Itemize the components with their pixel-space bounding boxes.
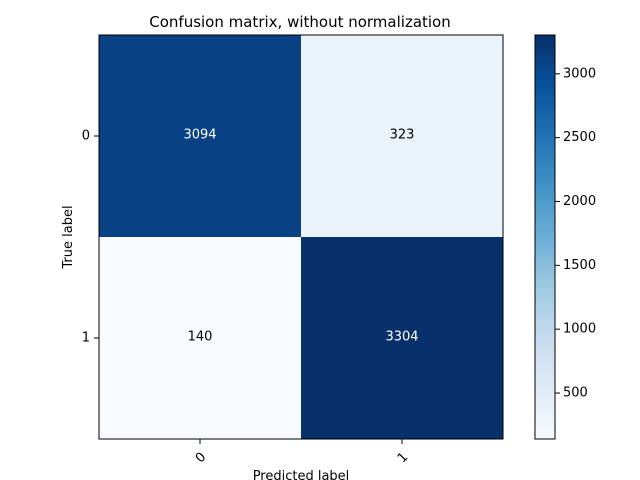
x-tick-label: 1: [395, 450, 411, 466]
colorbar-tick-label: 2000: [563, 194, 596, 209]
chart-title: Confusion matrix, without normalization: [149, 13, 451, 31]
matrix-cells: [99, 35, 503, 439]
cell-value-label: 3304: [385, 330, 418, 345]
matrix-cell: [301, 237, 503, 439]
x-tick-label: 0: [193, 450, 209, 466]
y-axis-label: True label: [61, 205, 76, 269]
matrix-cell: [99, 237, 301, 439]
colorbar-tick-label: 500: [563, 386, 588, 401]
colorbar-tick-label: 3000: [563, 66, 596, 81]
colorbar: [534, 34, 556, 440]
matrix-cell: [99, 35, 301, 237]
colorbar-ticks: 500 1000 1500 2000 2500 3000: [555, 66, 596, 401]
y-axis-ticks: 01: [82, 129, 99, 346]
cell-value-label: 323: [390, 128, 415, 143]
colorbar-tick-label: 1000: [563, 322, 596, 337]
y-tick-label: 1: [82, 331, 90, 346]
y-tick-label: 0: [82, 129, 90, 144]
matrix-cell: [301, 35, 503, 237]
x-axis-label: Predicted label: [253, 469, 350, 480]
matrix-cell-labels: 3094 323 140 3304: [183, 128, 418, 345]
cell-value-label: 140: [188, 330, 213, 345]
plot-frame: [98, 34, 504, 440]
colorbar-tick-label: 1500: [563, 258, 596, 273]
cell-value-label: 3094: [183, 128, 216, 143]
colorbar-tick-label: 2500: [563, 130, 596, 145]
